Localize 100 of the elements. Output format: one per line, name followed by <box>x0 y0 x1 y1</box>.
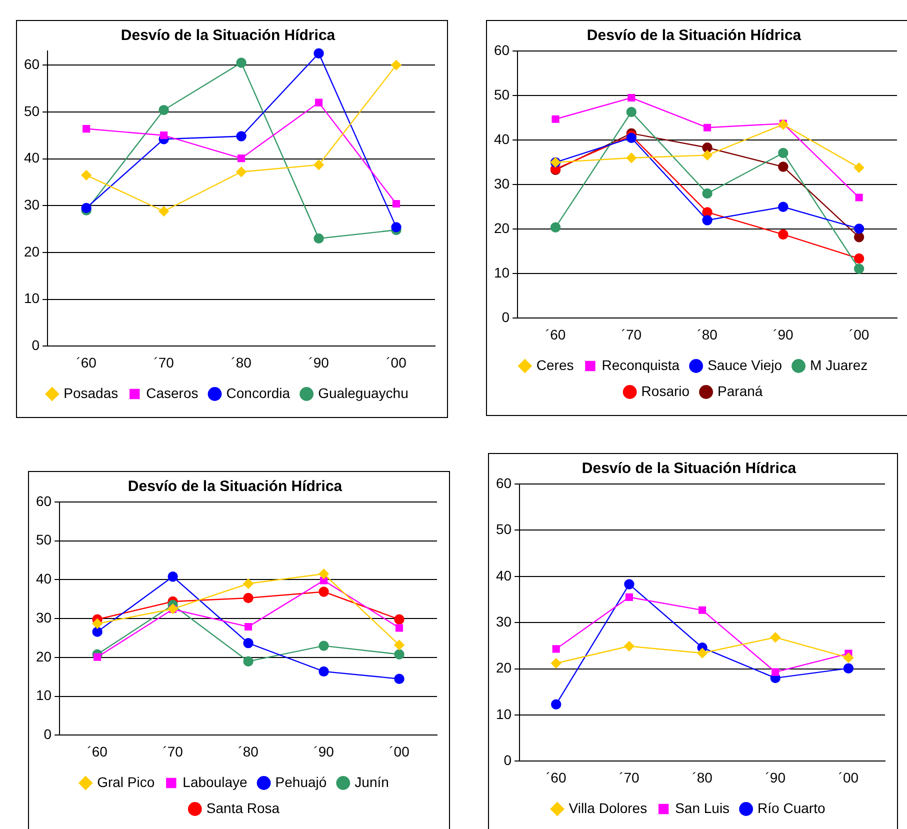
point <box>552 645 560 653</box>
point <box>395 624 404 632</box>
y-tick-label: 20 <box>24 243 40 260</box>
x-tick-label: ´60 <box>87 743 108 760</box>
y-tick-label: 40 <box>494 130 510 147</box>
point <box>168 572 178 582</box>
x-tick-label: ´70 <box>621 326 642 342</box>
legend-label: Rosario <box>641 382 690 399</box>
chart-title: Desvío de la Situación Hídrica <box>582 460 797 478</box>
x-tick-label: ´90 <box>765 769 786 786</box>
legend-label: Gualeguaychu <box>318 384 408 401</box>
legend-label: M Juarez <box>810 356 868 373</box>
legend-label: Gral Pico <box>97 774 155 790</box>
point <box>702 188 712 199</box>
legend-label: Villa Dolores <box>568 800 648 816</box>
point <box>843 663 854 674</box>
legend-label: Sauce Viejo <box>708 356 782 373</box>
point <box>82 125 90 133</box>
x-tick-label: ´70 <box>619 769 640 786</box>
point <box>394 614 404 624</box>
x-tick-label: ´80 <box>692 769 713 786</box>
point <box>394 649 404 660</box>
x-tick-label: ´60 <box>546 769 566 786</box>
point <box>158 206 169 216</box>
y-tick-label: 50 <box>496 521 512 538</box>
y-tick-label: 0 <box>504 752 512 768</box>
point <box>318 568 329 580</box>
legend-label: Pehuajó <box>275 774 327 790</box>
point <box>391 222 402 232</box>
chart-title: Desvío de la Situación Hídrica <box>120 27 336 44</box>
point <box>394 674 404 684</box>
y-tick-label: 10 <box>36 687 52 704</box>
point <box>318 666 329 677</box>
x-tick-label: ´70 <box>154 354 174 370</box>
point <box>843 652 854 663</box>
point <box>320 576 328 584</box>
point <box>854 232 864 242</box>
point <box>551 658 562 668</box>
chart-title: Desvío de la Situación Hídrica <box>128 478 343 496</box>
x-tick-label: ´80 <box>697 326 718 342</box>
chart-title: Desvío de la Situación Hídrica <box>586 27 802 44</box>
legend-label: Junín <box>354 774 389 790</box>
point <box>238 154 246 162</box>
point <box>314 233 324 244</box>
point <box>552 115 560 123</box>
y-tick-label: 50 <box>24 102 40 119</box>
point <box>391 60 402 70</box>
point <box>236 166 246 177</box>
point <box>550 222 561 232</box>
point <box>314 48 324 58</box>
point <box>314 160 324 170</box>
point <box>243 578 254 589</box>
x-tick-label: ´00 <box>838 769 859 786</box>
point <box>318 586 329 597</box>
point <box>698 606 706 614</box>
point <box>158 104 169 116</box>
point <box>702 215 712 226</box>
legend-label: Concordia <box>226 384 290 401</box>
y-tick-label: 60 <box>496 474 512 491</box>
point <box>778 202 788 212</box>
point <box>624 579 634 590</box>
point <box>551 699 562 710</box>
legend-label: Ceres <box>536 356 574 373</box>
y-tick-label: 10 <box>24 290 40 306</box>
point <box>702 142 712 153</box>
x-tick-label: ´00 <box>848 326 870 342</box>
point <box>243 656 254 666</box>
point <box>92 626 102 637</box>
y-tick-label: 40 <box>496 567 512 584</box>
y-tick-label: 30 <box>494 175 510 192</box>
x-tick-label: ´00 <box>389 743 410 760</box>
point <box>854 162 864 173</box>
legend-label: Río Cuarto <box>758 800 826 816</box>
point <box>81 170 92 180</box>
y-tick-label: 0 <box>32 337 40 354</box>
point <box>243 592 254 604</box>
point <box>394 640 404 650</box>
point <box>704 124 712 132</box>
y-tick-label: 60 <box>494 42 510 58</box>
point <box>392 200 400 208</box>
point <box>81 202 92 214</box>
point <box>778 229 788 240</box>
x-tick-label: ´90 <box>314 743 334 760</box>
x-tick-label: ´90 <box>773 326 794 342</box>
point <box>626 152 636 163</box>
y-tick-label: 20 <box>496 660 512 676</box>
point <box>243 638 254 648</box>
y-tick-label: 30 <box>496 613 512 630</box>
y-tick-label: 40 <box>24 150 40 166</box>
point <box>855 194 863 202</box>
x-tick-label: ´80 <box>238 743 259 760</box>
y-tick-label: 30 <box>24 196 40 212</box>
point <box>778 148 788 158</box>
y-tick-label: 0 <box>502 309 510 326</box>
point <box>854 264 864 274</box>
point <box>624 641 634 652</box>
legend-label: Santa Rosa <box>206 800 280 816</box>
point <box>626 106 636 118</box>
y-tick-label: 50 <box>494 86 510 102</box>
y-tick-label: 10 <box>494 264 510 281</box>
